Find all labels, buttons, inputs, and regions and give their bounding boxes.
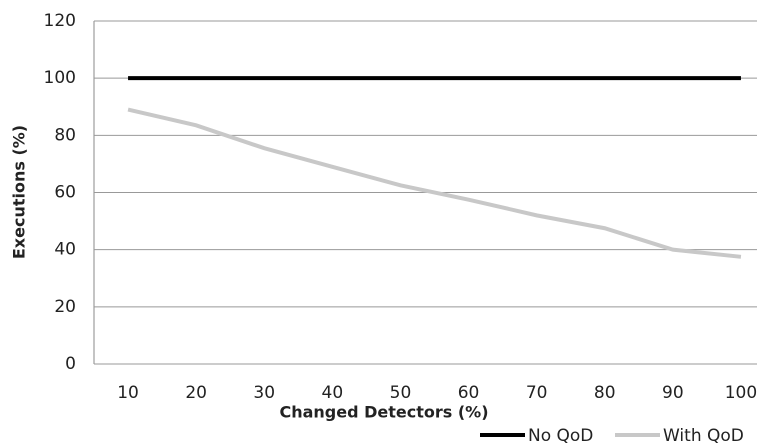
x-tick-label: 70 [526, 383, 548, 403]
y-tick-label: 0 [65, 354, 76, 374]
y-tick-label: 20 [54, 297, 76, 317]
x-tick-label: 40 [322, 383, 344, 403]
x-tick-label: 50 [390, 383, 412, 403]
x-tick-label: 90 [662, 383, 684, 403]
y-tick-label: 120 [44, 11, 76, 31]
x-tick-label: 30 [253, 383, 275, 403]
x-tick-label: 80 [594, 383, 616, 403]
series-line [127, 107, 742, 259]
x-tick-label: 100 [725, 383, 757, 403]
x-tick-label: 10 [117, 383, 139, 403]
x-tick-label: 60 [458, 383, 480, 403]
x-tick-label: 20 [185, 383, 207, 403]
y-axis-title: Executions (%) [10, 125, 29, 259]
legend-label: With QoD [663, 426, 744, 446]
y-tick-label: 60 [54, 183, 76, 203]
y-tick-label: 80 [54, 125, 76, 145]
y-tick-label: 100 [44, 68, 76, 88]
y-tick-label: 40 [54, 240, 76, 260]
legend-label: No QoD [528, 426, 593, 446]
x-axis-title: Changed Detectors (%) [279, 403, 488, 422]
